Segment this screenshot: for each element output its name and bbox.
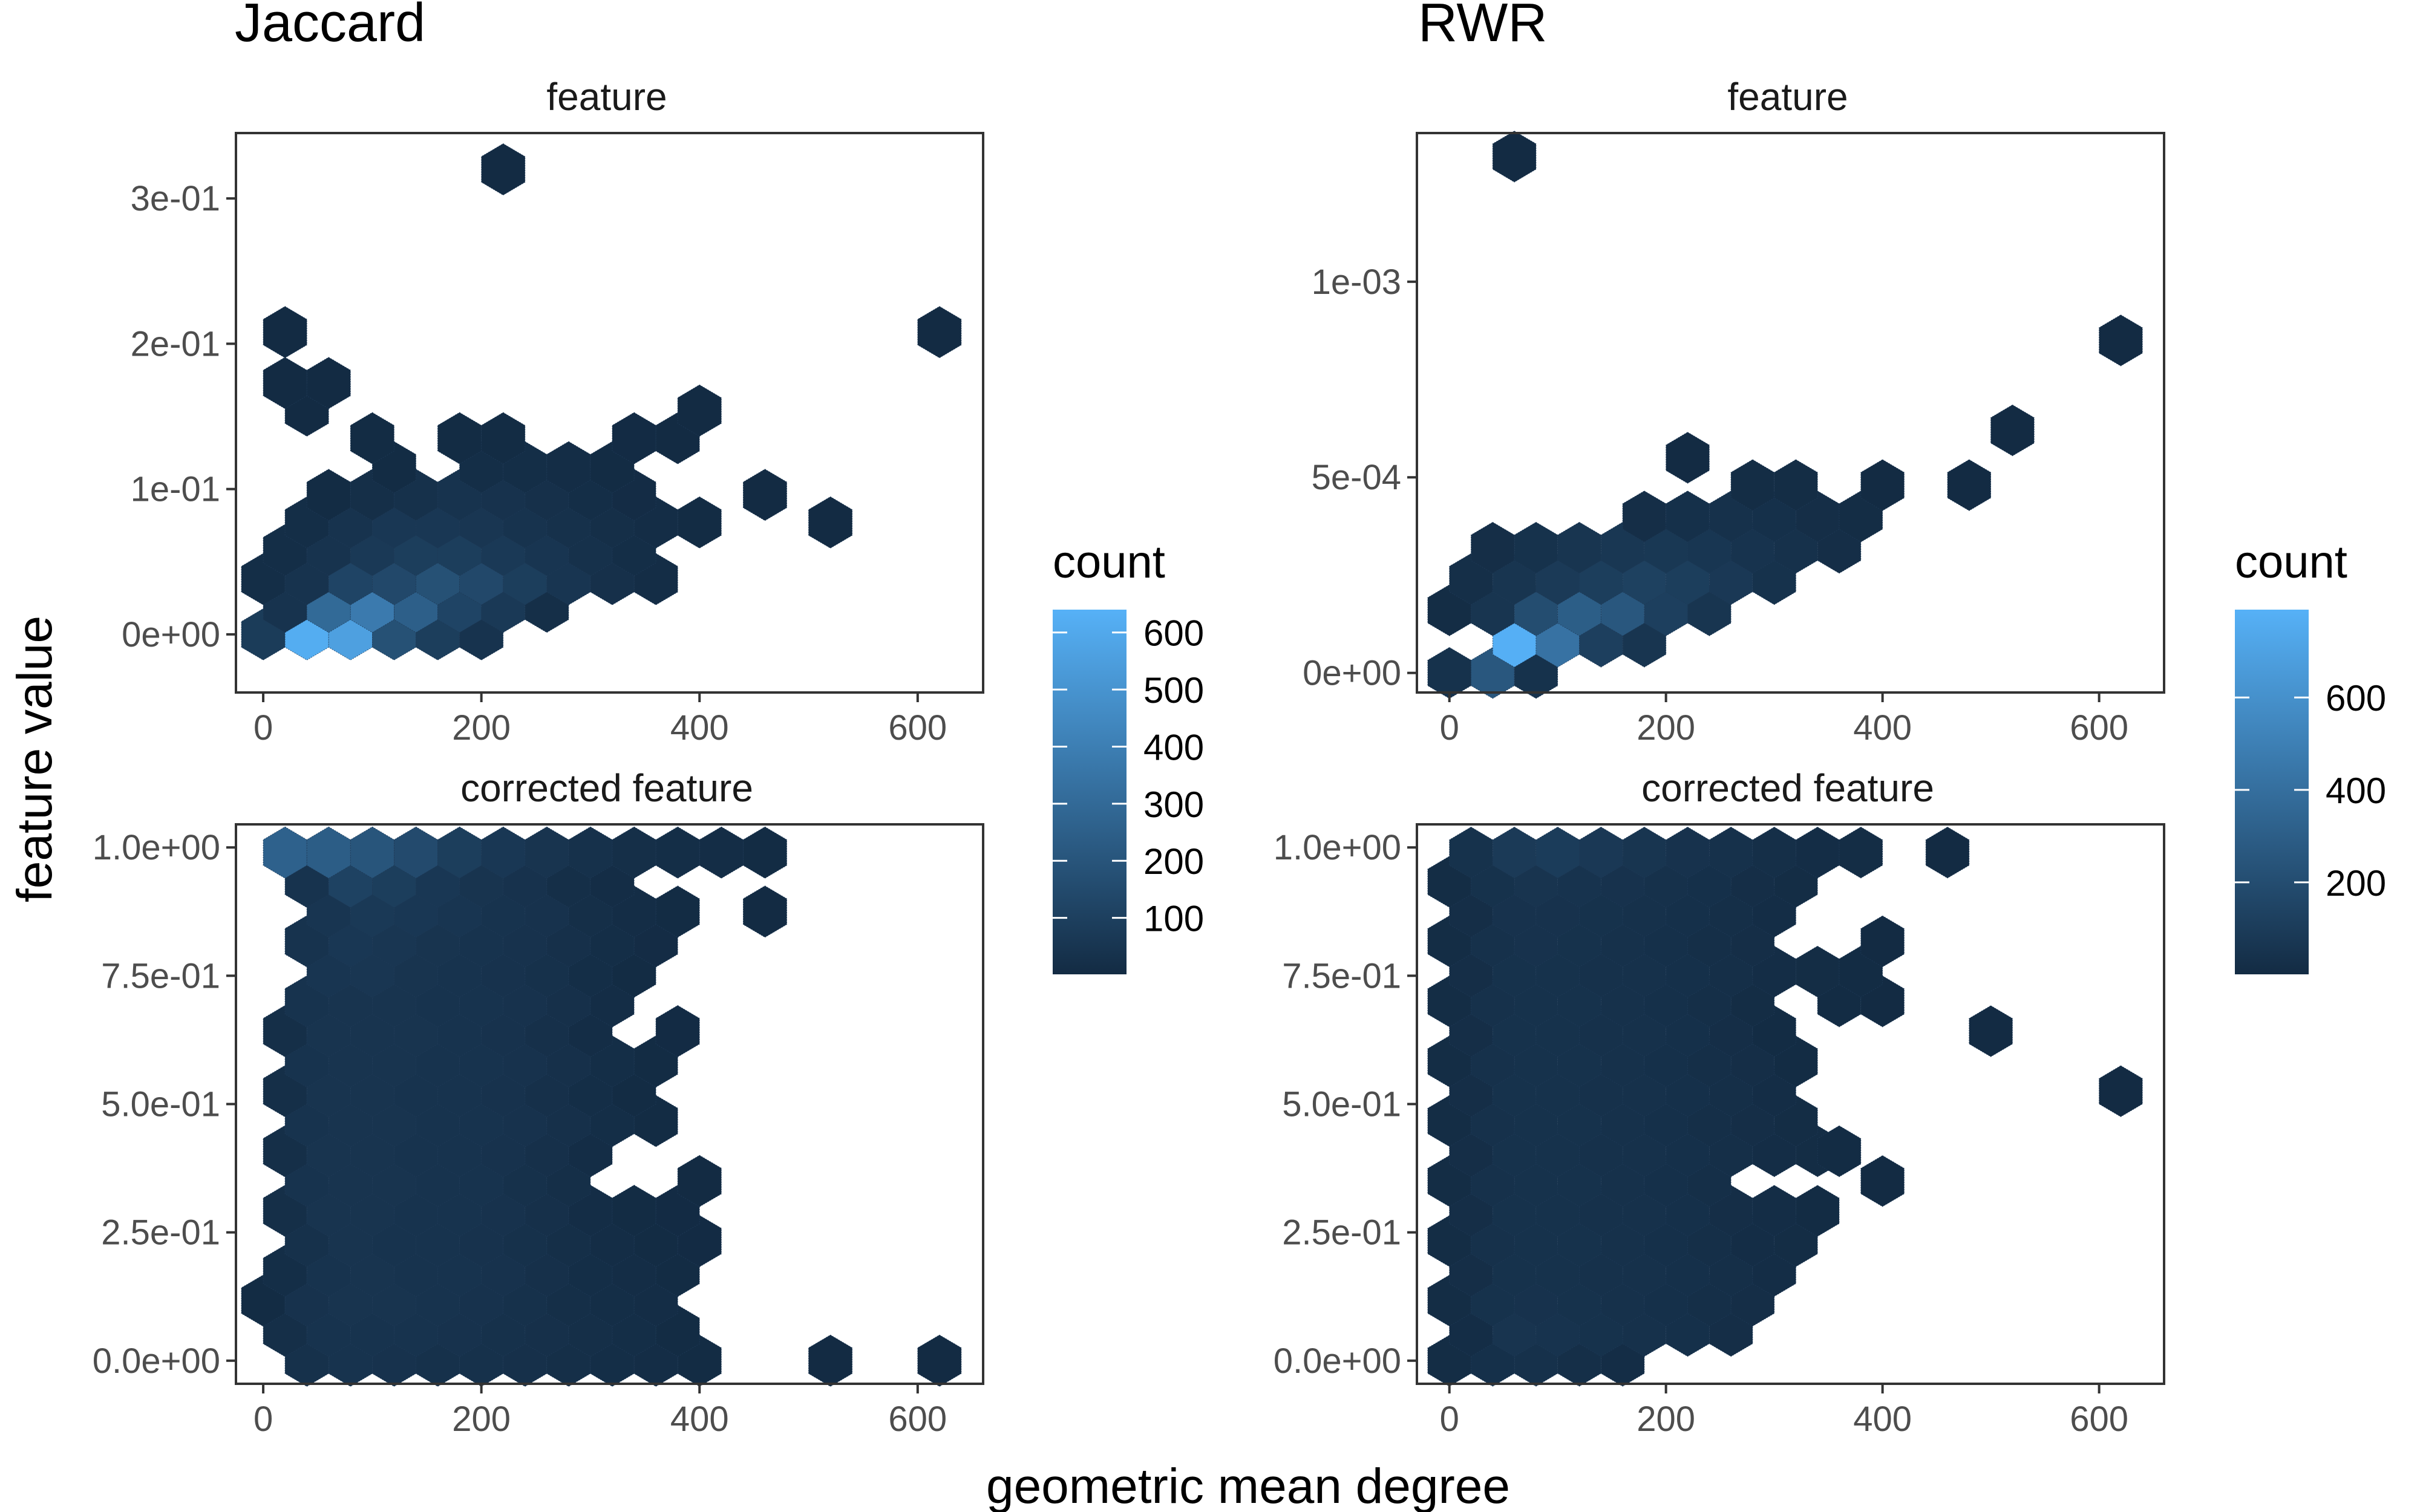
x-tick-label: 200 (1637, 1400, 1695, 1439)
hex-bin (917, 1334, 962, 1387)
hex-bin (743, 826, 787, 879)
hex-bin (1969, 1005, 2013, 1057)
hex-bin (350, 412, 394, 464)
hex-bin (1774, 459, 1818, 511)
x-tick-label: 600 (2070, 1400, 2128, 1439)
hex-bin (1666, 432, 1710, 484)
panel-jaccard-feature: 0 200 400 600 0e+00 1e-01 2e-01 3e-01 (122, 132, 984, 748)
y-tick-label: 1.0e+00 (93, 828, 220, 867)
y-tick-label: 5.0e-01 (101, 1085, 220, 1124)
legend-colorbar (1053, 610, 1127, 974)
hex-bin (677, 1155, 722, 1207)
x-tick-label: 0 (253, 708, 273, 748)
hex-bin (1925, 826, 1970, 879)
legend-ticks: 100 200 300 400 500 600 (1053, 613, 1204, 939)
panel-rwr-feature: 0 200 400 600 0e+00 5e-04 1e-03 (1303, 131, 2165, 748)
hex-bin (2099, 1065, 2143, 1117)
x-tick-label: 600 (888, 708, 947, 748)
legend-jaccard: count 100 200 300 400 500 600 (1053, 536, 1204, 974)
panel-strip-jaccard-corrected: corrected feature (460, 766, 753, 810)
panel-strip-rwr-feature: feature (1727, 75, 1848, 119)
legend-tick-label: 200 (2326, 863, 2386, 904)
legend-tick-label: 100 (1143, 899, 1204, 939)
hex-bin (481, 143, 526, 196)
panel-strip-jaccard-feature: feature (546, 75, 667, 119)
y-tick-label: 5.0e-01 (1282, 1085, 1401, 1124)
y-tick-label: 1e-03 (1312, 262, 1401, 302)
legend-tick-label: 400 (1143, 727, 1204, 767)
hex-bin (808, 1334, 852, 1387)
hex-bin (743, 885, 787, 938)
hex-bin (677, 384, 722, 437)
hex-bin (1795, 1185, 1840, 1237)
group-title-rwr: RWR (1418, 0, 1547, 53)
y-tick-label: 0.0e+00 (1274, 1341, 1401, 1381)
hex-bin (1990, 404, 2035, 457)
hex-bin (1492, 131, 1537, 183)
x-tick-label: 600 (888, 1400, 947, 1439)
x-tick-label: 400 (1853, 708, 1912, 748)
hex-bin (1839, 826, 1883, 879)
panel-rwr-corrected-feature: 0 200 400 600 0.0e+00 2.5e-01 5.0e-01 7.5e-01 1.… (1274, 823, 2165, 1439)
hex-bin (263, 306, 307, 359)
y-tick-label: 1e-01 (131, 470, 220, 509)
hex-bin (2099, 314, 2143, 367)
legend-colorbar (2235, 610, 2309, 974)
hex-bin (808, 496, 852, 549)
legend-tick-label: 400 (2326, 771, 2386, 811)
legend-tick-label: 300 (1143, 784, 1204, 825)
hex-bin (1860, 1155, 1905, 1207)
x-tick-label: 400 (1853, 1400, 1912, 1439)
hex-bin (1860, 915, 1905, 968)
y-tick-label: 5e-04 (1312, 458, 1401, 497)
legend-title: count (2235, 536, 2347, 588)
hex-bin (306, 357, 351, 409)
panel-frame (235, 132, 984, 694)
legend-ticks: 200 400 600 (2235, 678, 2386, 904)
y-tick-label: 0.0e+00 (93, 1341, 220, 1381)
panel-frame (1416, 132, 2165, 694)
hex-bin (655, 1005, 700, 1057)
x-tick-label: 0 (1440, 1400, 1459, 1439)
x-tick-label: 200 (1637, 708, 1695, 748)
legend-tick-label: 500 (1143, 670, 1204, 711)
panel-strip-rwr-corrected: corrected feature (1641, 766, 1934, 810)
legend-tick-label: 600 (2326, 678, 2386, 719)
x-tick-label: 0 (253, 1400, 273, 1439)
x-tick-label: 200 (452, 1400, 511, 1439)
y-tick-label: 1.0e+00 (1274, 828, 1401, 867)
group-title-jaccard: Jaccard (235, 0, 425, 53)
legend-rwr: count 200 400 600 (2235, 536, 2386, 974)
x-tick-label: 600 (2070, 708, 2128, 748)
legend-title: count (1053, 536, 1165, 588)
y-tick-label: 0e+00 (122, 615, 220, 654)
panel-jaccard-corrected-feature: 0 200 400 600 0.0e+00 2.5e-01 5.0e-01 7.5e-01 1.… (93, 823, 984, 1439)
legend-tick-label: 200 (1143, 841, 1204, 882)
legend-tick-label: 600 (1143, 613, 1204, 654)
hex-bin (1817, 1125, 1862, 1178)
hex-bin (1860, 459, 1905, 511)
hex-bin (1947, 459, 1992, 511)
hex-bin (481, 412, 526, 464)
x-tick-label: 400 (670, 708, 729, 748)
y-tick-label: 2.5e-01 (101, 1213, 220, 1253)
hex-bin (655, 885, 700, 938)
y-tick-label: 3e-01 (131, 179, 220, 218)
y-tick-label: 2.5e-01 (1282, 1213, 1401, 1253)
x-axis-title: geometric mean degree (986, 1459, 1510, 1512)
x-tick-label: 200 (452, 708, 511, 748)
x-tick-label: 400 (670, 1400, 729, 1439)
y-tick-label: 2e-01 (131, 324, 220, 363)
hex-bin (677, 496, 722, 549)
hex-bin (917, 306, 962, 359)
y-tick-label: 0e+00 (1303, 654, 1401, 693)
y-axis-title: feature value (7, 616, 62, 902)
x-tick-label: 0 (1440, 708, 1459, 748)
hex-bin (743, 469, 787, 521)
y-tick-label: 7.5e-01 (101, 956, 220, 996)
y-tick-label: 7.5e-01 (1282, 956, 1401, 996)
